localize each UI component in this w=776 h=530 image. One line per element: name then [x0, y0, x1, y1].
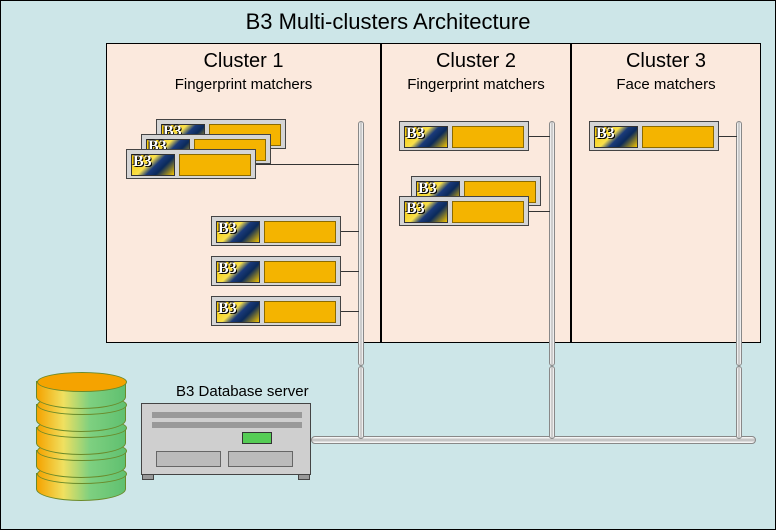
backbone-drop [549, 366, 555, 439]
bus-connector [256, 164, 359, 165]
diagram-title: B3 Multi-clusters Architecture [1, 9, 775, 35]
cluster-bus-bar [736, 121, 742, 366]
database-server [141, 403, 311, 475]
backbone-drop [358, 366, 364, 439]
bus-connector [719, 136, 737, 137]
cluster-title: Cluster 1 [107, 50, 380, 73]
bus-connector [341, 231, 359, 232]
cluster-title: Cluster 2 [382, 50, 570, 73]
cluster-subtitle: Fingerprint matchers [382, 76, 570, 93]
matcher-node: B3 [399, 196, 529, 226]
b3-logo-icon: B3 [406, 200, 425, 218]
matcher-node: B3 [211, 216, 341, 246]
b3-logo-icon: B3 [218, 220, 237, 238]
b3-logo-icon: B3 [218, 260, 237, 278]
b3-logo-icon: B3 [596, 125, 615, 143]
cluster-subtitle: Fingerprint matchers [107, 76, 380, 93]
database-label: B3 Database server [176, 383, 309, 400]
b3-logo-icon: B3 [218, 300, 237, 318]
matcher-node: B3 [211, 296, 341, 326]
matcher-node: B3 [126, 149, 256, 179]
cluster-bus-bar [549, 121, 555, 366]
backbone-bus [311, 436, 756, 444]
backbone-drop [736, 366, 742, 439]
cluster-subtitle: Face matchers [572, 76, 760, 93]
cluster-box: Cluster 3 Face matchers [571, 43, 761, 343]
cluster-title: Cluster 3 [572, 50, 760, 73]
matcher-node: B3 [589, 121, 719, 151]
bus-connector [529, 136, 550, 137]
b3-logo-icon: B3 [133, 153, 152, 171]
bus-connector [341, 311, 359, 312]
cluster-bus-bar [358, 121, 364, 366]
matcher-node: B3 [399, 121, 529, 151]
b3-logo-icon: B3 [406, 125, 425, 143]
bus-connector [529, 211, 550, 212]
matcher-node: B3 [211, 256, 341, 286]
diagram-canvas: B3 Multi-clusters Architecture Cluster 1… [0, 0, 776, 530]
bus-connector [341, 271, 359, 272]
